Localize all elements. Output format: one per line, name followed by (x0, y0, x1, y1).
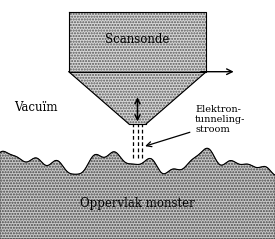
Text: Elektron-
tunneling-
stroom: Elektron- tunneling- stroom (195, 105, 246, 134)
Text: Scansonde: Scansonde (105, 33, 170, 46)
Bar (69, 12, 206, 72)
Polygon shape (0, 148, 275, 239)
Text: Oppervlak monster: Oppervlak monster (80, 197, 195, 210)
Text: Vacuïm: Vacuïm (14, 101, 57, 114)
Polygon shape (69, 72, 206, 124)
